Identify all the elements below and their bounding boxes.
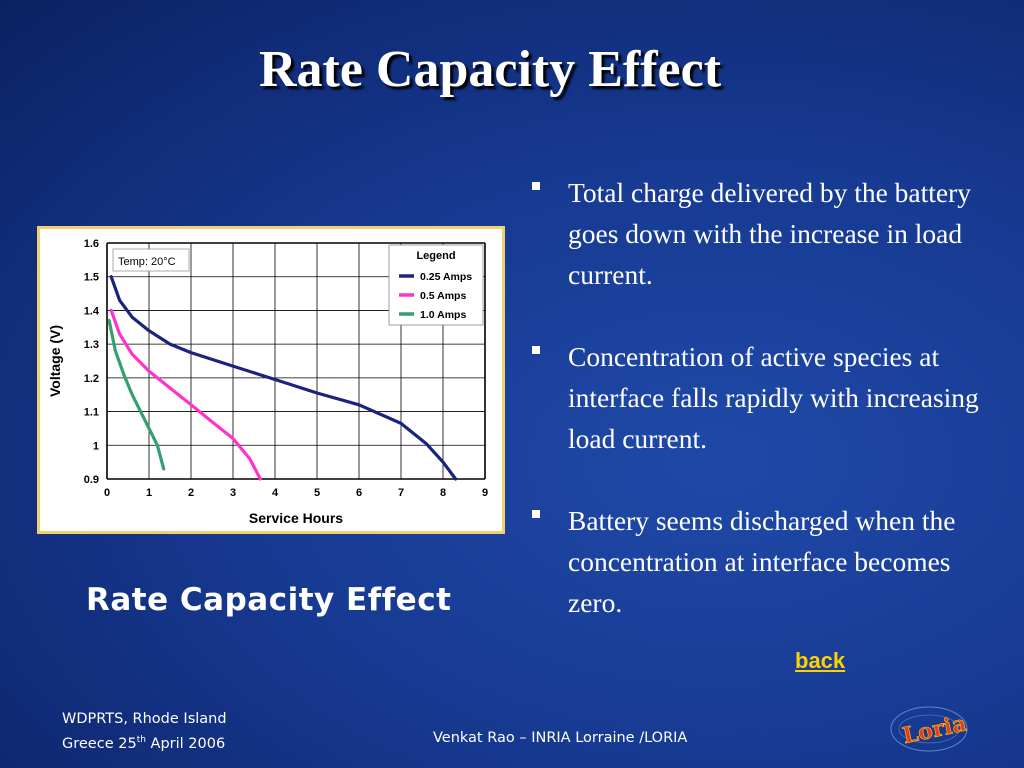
bullet-square-icon	[532, 182, 540, 190]
bullet-item-2: Concentration of active species at inter…	[530, 336, 1000, 459]
y-tick-label: 1.1	[84, 407, 99, 419]
temp-annotation: Temp: 20°C	[118, 256, 176, 268]
x-tick-label: 0	[104, 487, 110, 499]
chart-caption: Rate Capacity Effect	[86, 582, 452, 618]
bullet-item-1: Total charge delivered by the battery go…	[530, 172, 1000, 295]
x-tick-label: 2	[188, 487, 194, 499]
legend-entry-1: 0.25 Amps	[420, 271, 472, 283]
rate-capacity-chart: 0 1 2 3 4 5 6 7 8 9 0.9 1 1.1 1.2 1.3 1.4 1.5 1.6 Service …	[37, 226, 505, 534]
slide-title: Rate Capacity Effect	[258, 41, 722, 98]
bullet-text-1: Total charge delivered by the battery go…	[568, 177, 972, 290]
x-axis-label: Service Hours	[249, 510, 343, 526]
legend-title: Legend	[416, 250, 455, 262]
legend-entry-2: 0.5 Amps	[420, 290, 466, 302]
y-tick-label: 1	[93, 440, 99, 452]
legend-entry-3: 1.0 Amps	[420, 309, 466, 321]
bullet-text-2: Concentration of active species at inter…	[568, 341, 979, 454]
footer-venue-line1: WDPRTS, Rhode Island	[62, 711, 227, 727]
bullet-square-icon	[532, 346, 540, 354]
series-line-1	[109, 275, 458, 481]
footer-date-post: April 2006	[145, 735, 226, 752]
chart-svg: 0 1 2 3 4 5 6 7 8 9 0.9 1 1.1 1.2 1.3 1.4 1.5 1.6 Service …	[47, 238, 488, 526]
footer-venue: WDPRTS, Rhode Island Greece 25th April 2…	[62, 709, 227, 755]
x-tick-label: 9	[482, 487, 488, 499]
loria-logo: Loria	[890, 706, 969, 752]
bullet-text-3: Battery seems discharged when the concen…	[568, 505, 956, 618]
footer-author: Venkat Rao – INRIA Lorraine /LORIA	[433, 730, 688, 746]
x-tick-label: 7	[398, 487, 404, 499]
x-tick-label: 4	[272, 487, 279, 499]
bullet-item-3: Battery seems discharged when the concen…	[530, 500, 1000, 623]
temp-annotation-box	[112, 248, 190, 272]
x-tick-label: 1	[146, 487, 152, 499]
bullet-square-icon	[532, 510, 540, 518]
footer-date-pre: Greece 25	[62, 735, 137, 752]
footer-venue-line2: Greece 25th April 2006	[62, 730, 227, 755]
x-tick-label: 6	[356, 487, 362, 499]
y-tick-label: 1.6	[84, 238, 99, 250]
x-tick-label: 3	[230, 487, 236, 499]
series-line-2	[109, 308, 262, 481]
x-tick-label: 8	[440, 487, 446, 499]
y-tick-label: 1.2	[84, 373, 99, 385]
x-tick-label: 5	[314, 487, 320, 499]
series-line-3	[107, 318, 166, 471]
y-tick-label: 1.5	[84, 272, 99, 284]
y-axis-label: Voltage (V)	[47, 325, 63, 397]
y-tick-label: 1.4	[84, 305, 100, 317]
footer-date-sup: th	[136, 735, 146, 745]
bullet-list: Total charge delivered by the battery go…	[530, 172, 1000, 664]
back-link[interactable]: back	[795, 648, 846, 673]
legend-box	[388, 244, 484, 326]
y-tick-label: 0.9	[84, 474, 99, 486]
y-tick-label: 1.3	[84, 339, 99, 351]
